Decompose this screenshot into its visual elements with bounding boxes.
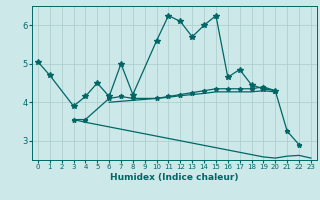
X-axis label: Humidex (Indice chaleur): Humidex (Indice chaleur) bbox=[110, 173, 239, 182]
